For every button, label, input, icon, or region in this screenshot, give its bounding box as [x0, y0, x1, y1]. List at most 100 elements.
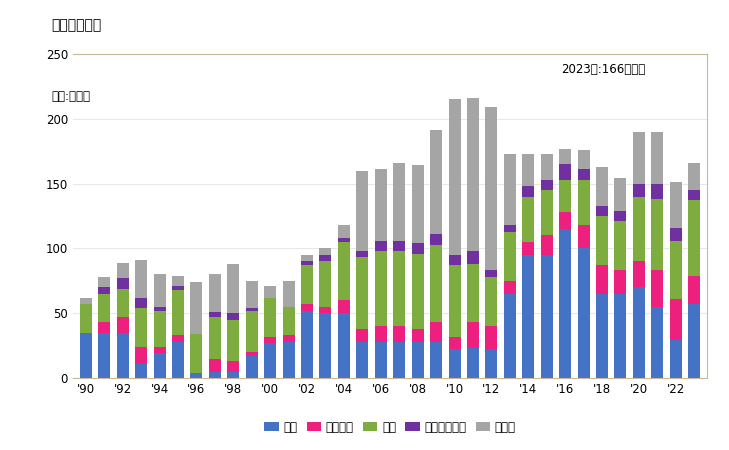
Bar [264, 286, 276, 297]
Bar [227, 313, 239, 320]
Bar [651, 270, 663, 307]
Bar [486, 270, 497, 277]
Bar [227, 372, 239, 378]
Bar [615, 178, 626, 211]
Bar [486, 107, 497, 270]
Bar [522, 154, 534, 186]
Bar [98, 322, 110, 333]
Bar [670, 340, 682, 378]
Bar [596, 265, 608, 294]
Bar [430, 234, 442, 244]
Bar [338, 225, 350, 238]
Bar [596, 206, 608, 216]
Bar [338, 313, 350, 378]
Bar [615, 211, 626, 221]
Bar [430, 130, 442, 234]
Bar [651, 307, 663, 378]
Bar [190, 373, 203, 378]
Legend: 中国, ブラジル, 米国, アルゼンチン, その他: 中国, ブラジル, 米国, アルゼンチン, その他 [260, 416, 521, 439]
Bar [117, 278, 129, 288]
Bar [154, 353, 165, 378]
Bar [264, 337, 276, 343]
Bar [486, 350, 497, 378]
Bar [209, 372, 221, 378]
Bar [209, 317, 221, 359]
Bar [651, 184, 663, 199]
Bar [504, 232, 516, 281]
Bar [522, 242, 534, 255]
Bar [393, 241, 405, 251]
Bar [633, 261, 645, 287]
Bar [172, 290, 184, 335]
Bar [135, 297, 147, 308]
Bar [504, 294, 516, 378]
Bar [338, 238, 350, 242]
Bar [577, 225, 590, 248]
Bar [283, 335, 295, 342]
Bar [596, 216, 608, 265]
Bar [448, 99, 461, 255]
Bar [467, 322, 479, 348]
Bar [319, 248, 332, 255]
Bar [319, 255, 332, 261]
Bar [356, 329, 368, 342]
Bar [375, 241, 387, 251]
Bar [375, 169, 387, 241]
Bar [209, 312, 221, 317]
Bar [541, 180, 553, 190]
Bar [135, 260, 147, 297]
Bar [98, 333, 110, 378]
Bar [504, 225, 516, 232]
Bar [448, 337, 461, 350]
Bar [154, 274, 165, 307]
Bar [596, 294, 608, 378]
Bar [79, 304, 92, 333]
Bar [633, 132, 645, 184]
Bar [209, 274, 221, 312]
Bar [541, 154, 553, 180]
Bar [467, 348, 479, 378]
Bar [172, 342, 184, 378]
Bar [577, 150, 590, 169]
Bar [117, 333, 129, 378]
Bar [135, 308, 147, 347]
Bar [135, 364, 147, 378]
Bar [504, 281, 516, 294]
Bar [651, 132, 663, 184]
Bar [688, 304, 701, 378]
Bar [190, 334, 203, 373]
Bar [670, 228, 682, 241]
Bar [117, 288, 129, 317]
Bar [246, 281, 258, 308]
Bar [356, 342, 368, 378]
Bar [356, 257, 368, 329]
Bar [375, 342, 387, 378]
Bar [154, 347, 165, 353]
Bar [670, 299, 682, 340]
Bar [301, 310, 313, 378]
Bar [651, 199, 663, 270]
Bar [688, 200, 701, 275]
Bar [670, 182, 682, 228]
Bar [375, 251, 387, 326]
Text: 単位:万トン: 単位:万トン [51, 90, 90, 103]
Bar [227, 264, 239, 313]
Bar [577, 180, 590, 225]
Bar [98, 287, 110, 294]
Bar [559, 180, 571, 212]
Bar [338, 242, 350, 300]
Bar [246, 308, 258, 310]
Bar [522, 255, 534, 378]
Bar [79, 297, 92, 304]
Bar [227, 320, 239, 361]
Bar [246, 356, 258, 378]
Bar [393, 342, 405, 378]
Bar [319, 313, 332, 378]
Bar [79, 333, 92, 378]
Bar [412, 243, 424, 254]
Bar [356, 171, 368, 251]
Bar [430, 342, 442, 378]
Bar [154, 310, 165, 347]
Bar [467, 98, 479, 251]
Bar [264, 297, 276, 337]
